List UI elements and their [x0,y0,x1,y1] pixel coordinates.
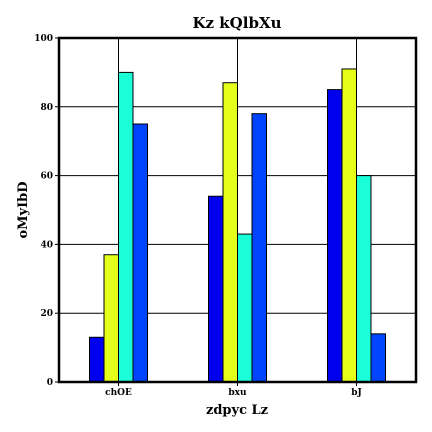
x-axis-ticks: chOE bxu bJ [105,382,362,398]
x-tick-label: chOE [105,388,132,398]
bar-bJ-s4 [370,333,386,383]
x-tick-label: bxu [228,388,247,398]
bar-bJ-s1 [327,89,343,383]
y-tick-label: 100 [34,34,53,44]
chart-title: Kz kQlbXu [193,14,282,32]
y-axis-label: oMyIbD [16,181,31,238]
x-tick-label: bJ [351,388,362,398]
x-axis-label: zdpyc Lz [206,403,268,418]
y-tick-label: 60 [40,172,53,182]
bar-bJ-s3 [356,175,372,383]
bar-bxu-s4 [251,113,267,383]
y-tick-label: 0 [47,378,53,388]
y-tick-label: 40 [40,240,53,250]
bar-bxu-s3 [237,233,253,383]
bar-chOE-s3 [118,71,134,383]
y-tick-label: 20 [40,309,53,319]
bars [89,68,386,383]
bar-chOE-s1 [89,336,105,383]
bar-bxu-s2 [222,82,238,383]
bar-bJ-s2 [341,68,357,383]
bar-chOE-s2 [103,254,119,383]
y-axis-ticks: 0 20 40 60 80 100 [34,34,59,388]
bar-bxu-s1 [208,195,224,383]
bar-chOE-s4 [132,123,148,383]
y-tick-label: 80 [40,103,53,113]
